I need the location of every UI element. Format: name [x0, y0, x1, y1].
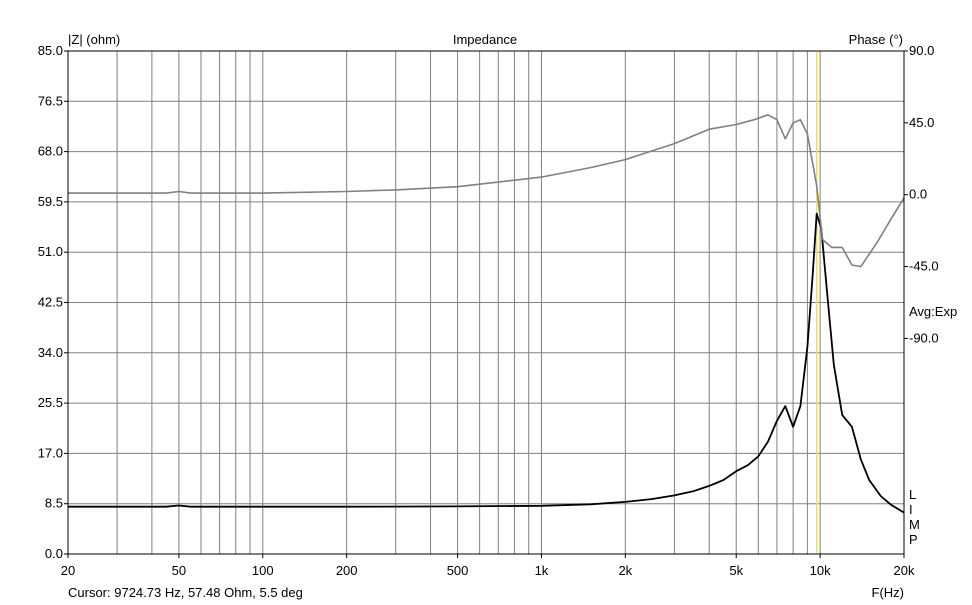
x-tick-label: 1k [535, 563, 549, 578]
y-axis-left-label: |Z| (ohm) [68, 32, 120, 47]
y-left-tick-label: 76.5 [38, 93, 63, 108]
series-layer [68, 52, 905, 553]
x-tick-label: 2k [618, 563, 632, 578]
y-right-tick-label: -90.0 [909, 330, 939, 345]
y-left-tick-label: 17.0 [38, 445, 63, 460]
y-right-tick-label: 45.0 [909, 115, 934, 130]
y-right-tick-label: 0.0 [909, 187, 927, 202]
x-tick-label: 5k [729, 563, 743, 578]
y-left-tick-label: 0.0 [45, 546, 63, 561]
y-axis-left-ticks: 85.0 76.5 68.0 59.5 51.0 42.5 34.0 25.5 17.0 8.5 0… [38, 43, 68, 561]
chart-grid [68, 51, 904, 554]
x-tick-label: 50 [172, 563, 186, 578]
y-left-tick-label: 34.0 [38, 345, 63, 360]
y-left-tick-label: 51.0 [38, 244, 63, 259]
x-tick-label: 100 [252, 563, 274, 578]
y-left-tick-label: 68.0 [38, 144, 63, 159]
y-right-tick-label: 90.0 [909, 43, 934, 58]
y-left-tick-label: 85.0 [38, 43, 63, 58]
x-tick-label: 500 [447, 563, 469, 578]
x-tick-label: 10k [810, 563, 831, 578]
right-annotation: Avg:Exp [909, 304, 957, 319]
legend-letter-l: L [909, 487, 916, 502]
impedance-line [68, 212, 905, 514]
y-left-tick-label: 25.5 [38, 395, 63, 410]
x-tick-label: 20 [61, 563, 75, 578]
y-right-tick-label: -45.0 [909, 259, 939, 274]
plot-frame [67, 50, 905, 555]
chart-title: Impedance [453, 32, 517, 47]
y-left-tick-label: 8.5 [45, 496, 63, 511]
legend-letter-i: I [909, 502, 913, 517]
y-axis-right-label: Phase (°) [849, 32, 903, 47]
x-tick-label: 20k [894, 563, 915, 578]
legend-letter-p: P [909, 532, 918, 547]
legend-letter-m: M [909, 517, 920, 532]
y-left-tick-label: 42.5 [38, 295, 63, 310]
cursor-readout: Cursor: 9724.73 Hz, 57.48 Ohm, 5.5 deg [68, 585, 303, 600]
y-axis-right-ticks: 90.0 45.0 0.0 -45.0 -90.0 [904, 43, 939, 345]
x-axis-ticks: 20 50 100 200 500 1k 2k 5k 10k 20k [61, 554, 915, 578]
x-tick-label: 200 [336, 563, 358, 578]
x-axis-label: F(Hz) [871, 585, 905, 600]
y-left-tick-label: 59.5 [38, 194, 63, 209]
phase-line [68, 114, 905, 268]
